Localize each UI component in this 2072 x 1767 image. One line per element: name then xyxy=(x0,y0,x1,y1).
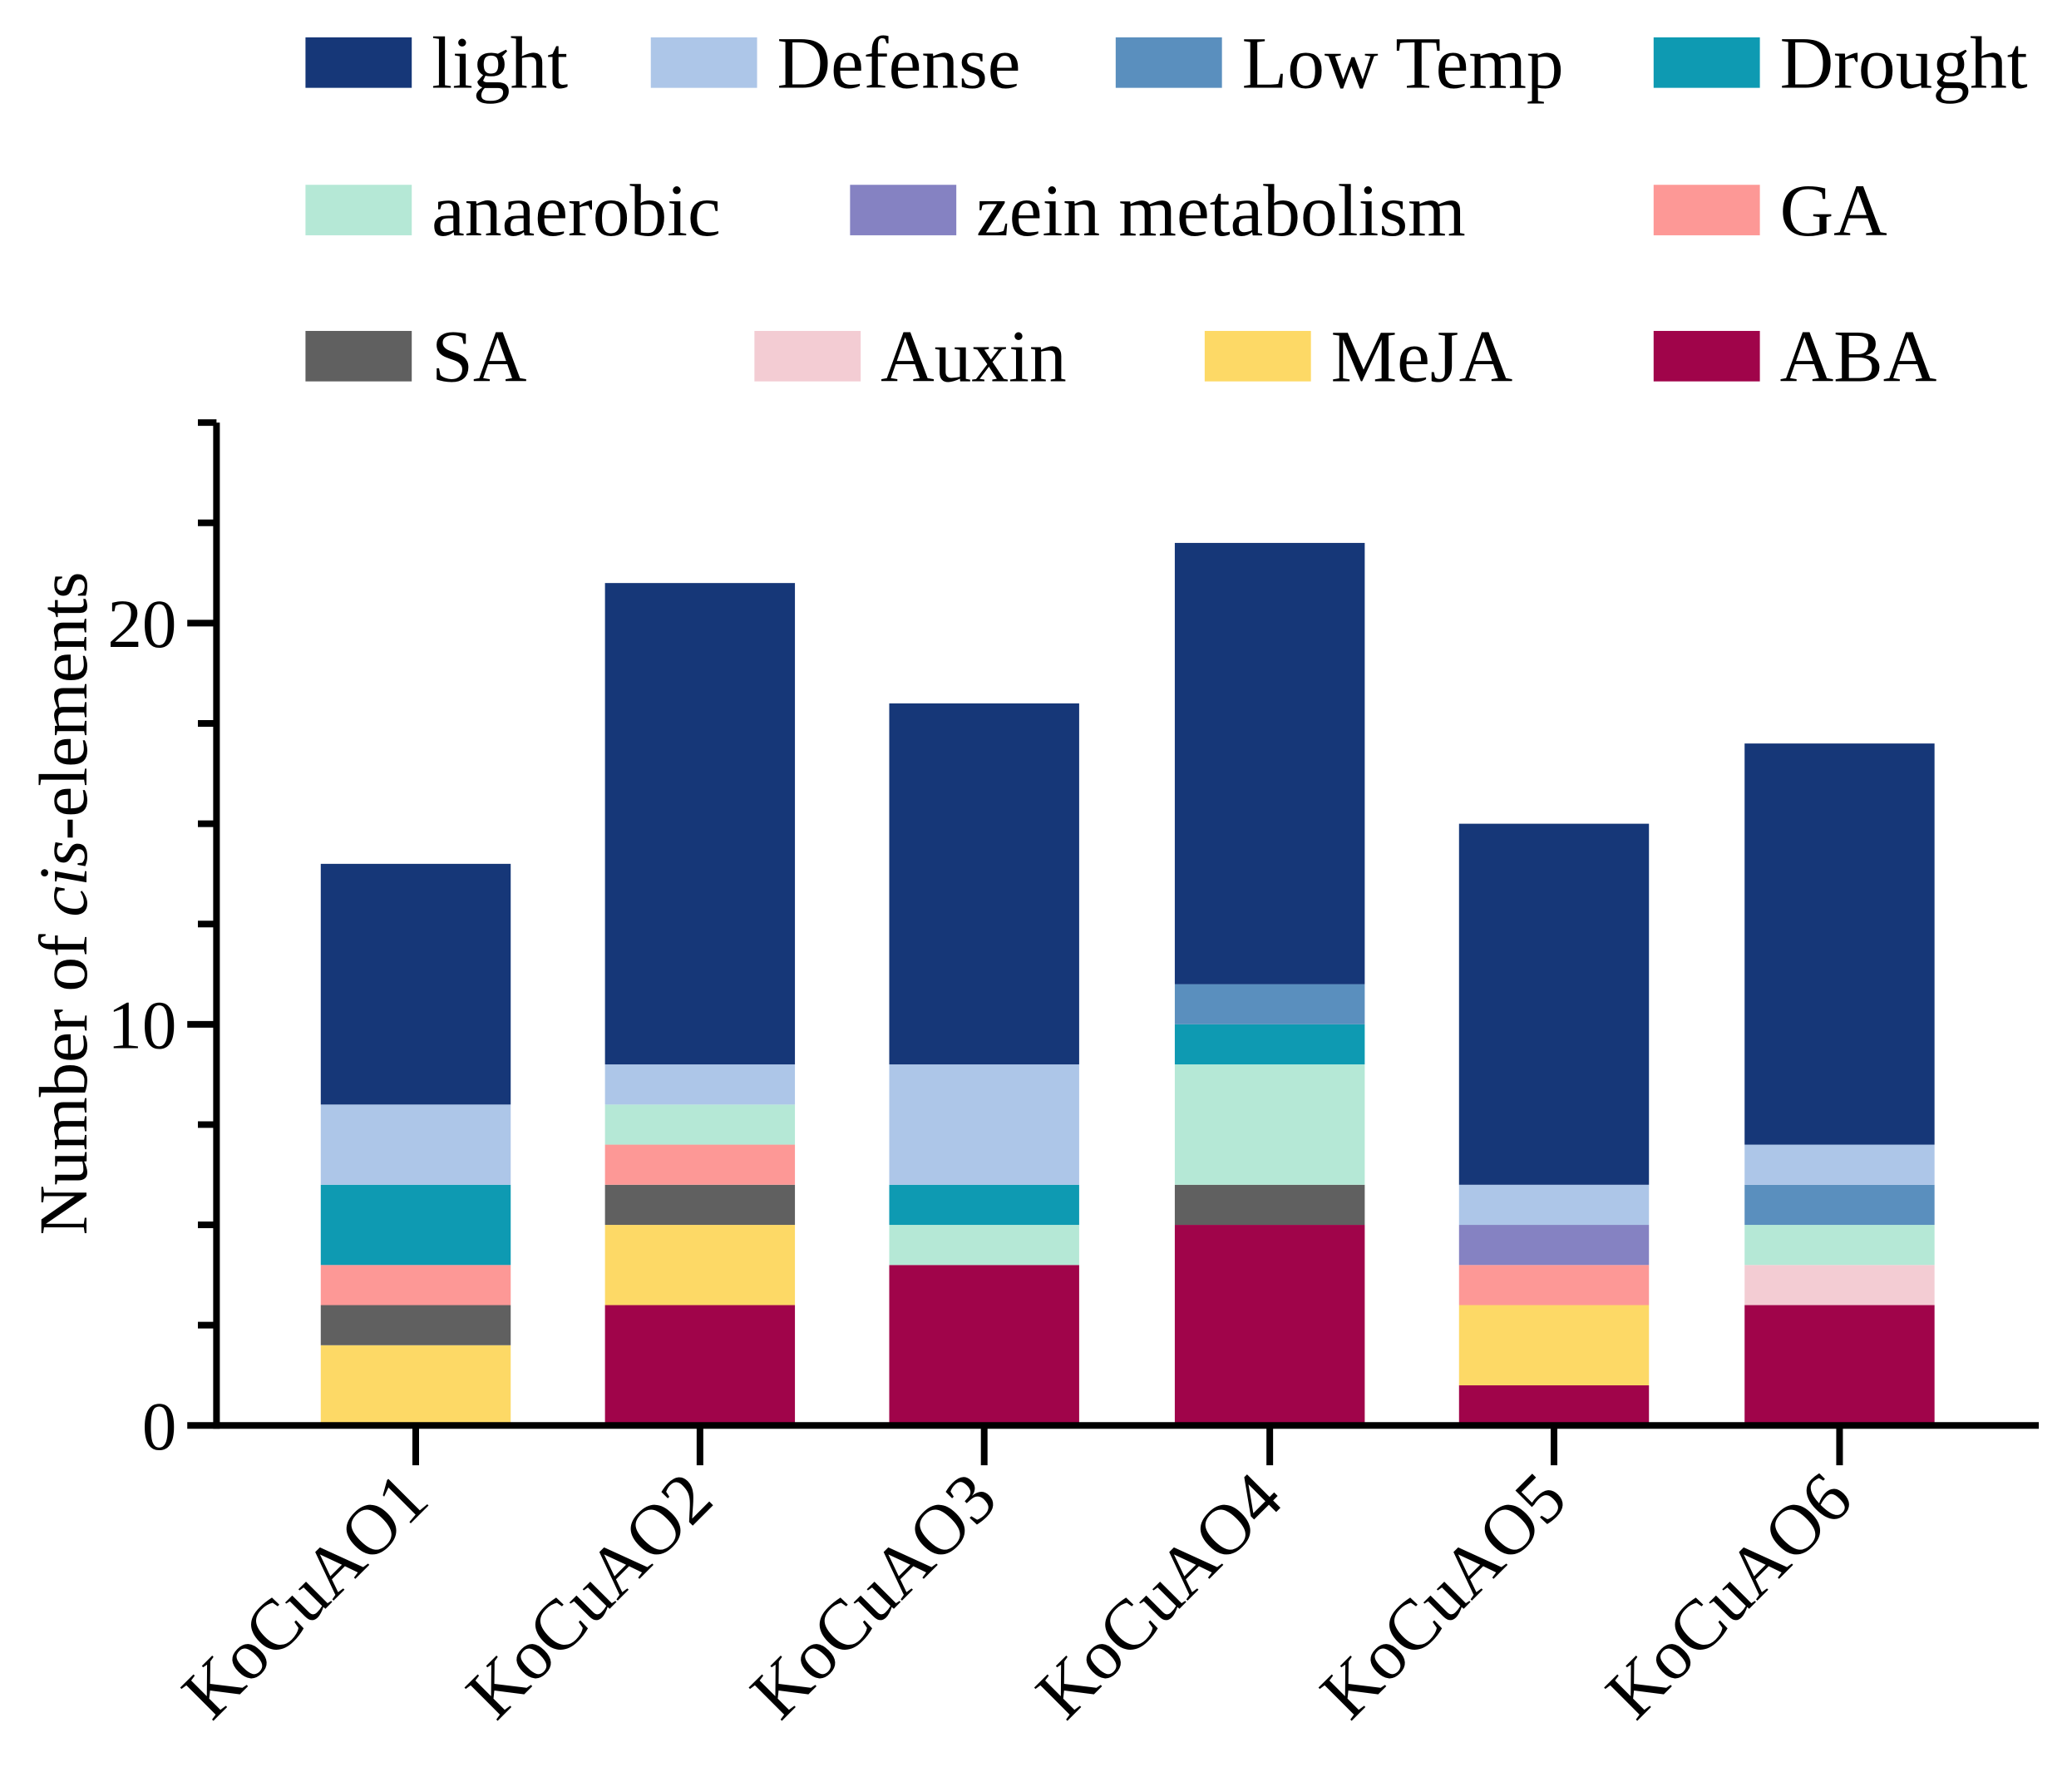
legend-label: zein metabolism xyxy=(976,170,1466,252)
bar-segment-KoCuAO6-light xyxy=(1744,743,1935,1145)
legend-item-Low-Temp: Low Temp xyxy=(1115,22,1564,105)
bar-segment-KoCuAO3-Drought xyxy=(889,1184,1079,1226)
bar-segment-KoCuAO5-Defense xyxy=(1458,1184,1650,1226)
bar-segment-KoCuAO1-MeJA xyxy=(320,1345,511,1426)
legend-item-Defense: Defense xyxy=(650,22,1021,105)
bar-segment-KoCuAO4-ABA xyxy=(1174,1225,1365,1426)
bar-segment-KoCuAO5-MeJA xyxy=(1458,1305,1650,1386)
bar-segment-KoCuAO3-Defense xyxy=(889,1064,1079,1185)
legend-label: Defense xyxy=(777,22,1021,105)
legend-item-SA: SA xyxy=(305,316,527,398)
legend-swatch xyxy=(1115,37,1222,88)
bar-segment-KoCuAO2-MeJA xyxy=(604,1225,796,1306)
legend-label: light xyxy=(432,22,568,105)
x-tick-label: KoCuAO1 xyxy=(166,1457,442,1733)
bars xyxy=(320,542,1935,1426)
legend-label: Auxin xyxy=(881,316,1067,398)
legend-item-light: light xyxy=(305,22,568,105)
bar-segment-KoCuAO4-SA xyxy=(1174,1184,1365,1226)
legend-swatch xyxy=(1653,330,1760,382)
bar-segment-KoCuAO6-Defense xyxy=(1744,1144,1935,1185)
bar-segment-KoCuAO5-light xyxy=(1458,823,1650,1185)
bar-segment-KoCuAO1-light xyxy=(320,863,511,1105)
legend-item-ABA: ABA xyxy=(1653,316,1937,398)
bar-segment-KoCuAO4-Low-Temp xyxy=(1174,984,1365,1024)
x-tick-label: KoCuAO2 xyxy=(451,1457,727,1733)
legend-swatch xyxy=(305,37,412,88)
bar-segment-KoCuAO2-ABA xyxy=(604,1305,796,1426)
bar-segment-KoCuAO3-anaerobic xyxy=(889,1225,1079,1266)
x-tick-label: KoCuAO4 xyxy=(1021,1457,1297,1733)
bar-segment-KoCuAO2-SA xyxy=(604,1184,796,1226)
legend-label: GA xyxy=(1780,170,1887,252)
bar-segment-KoCuAO6-Low-Temp xyxy=(1744,1184,1935,1226)
bar-segment-KoCuAO2-GA xyxy=(604,1144,796,1185)
bar-segment-KoCuAO2-anaerobic xyxy=(604,1104,796,1145)
bar-segment-KoCuAO5-GA xyxy=(1458,1265,1650,1306)
legend: light Defense Low Temp Drought anaerobic zein… xyxy=(305,22,2028,398)
x-tick-label: KoCuAO6 xyxy=(1591,1457,1867,1733)
legend-label: Low Temp xyxy=(1242,22,1564,105)
bar-segment-KoCuAO5-zein-metabolism xyxy=(1458,1225,1650,1266)
bar-segment-KoCuAO1-SA xyxy=(320,1305,511,1345)
bar-segment-KoCuAO6-anaerobic xyxy=(1744,1225,1935,1266)
legend-item-zein-metabolism: zein metabolism xyxy=(850,170,1466,252)
bar-segment-KoCuAO5-ABA xyxy=(1458,1385,1650,1426)
legend-item-MeJA: MeJA xyxy=(1204,316,1513,398)
x-tick-label: KoCuAO5 xyxy=(1305,1457,1581,1733)
legend-label: SA xyxy=(432,316,526,398)
bar-segment-KoCuAO4-Drought xyxy=(1174,1024,1365,1065)
legend-swatch xyxy=(305,185,412,235)
legend-label: MeJA xyxy=(1331,316,1513,398)
legend-swatch xyxy=(650,37,757,88)
bar-segment-KoCuAO6-Auxin xyxy=(1744,1265,1935,1306)
legend-swatch xyxy=(1653,37,1760,88)
legend-item-GA: GA xyxy=(1653,170,1887,252)
bar-segment-KoCuAO3-light xyxy=(889,703,1079,1065)
legend-swatch xyxy=(1204,330,1311,382)
legend-swatch xyxy=(754,330,861,382)
legend-item-anaerobic: anaerobic xyxy=(305,170,721,252)
legend-swatch xyxy=(1653,185,1760,235)
legend-label: ABA xyxy=(1780,316,1937,398)
legend-item-Auxin: Auxin xyxy=(754,316,1067,398)
bar-segment-KoCuAO4-light xyxy=(1174,542,1365,985)
legend-item-Drought: Drought xyxy=(1653,22,2028,105)
bar-segment-KoCuAO1-GA xyxy=(320,1265,511,1306)
bar-segment-KoCuAO3-ABA xyxy=(889,1265,1079,1426)
legend-swatch xyxy=(305,330,412,382)
legend-label: anaerobic xyxy=(432,170,721,252)
bar-segment-KoCuAO2-light xyxy=(604,583,796,1065)
y-axis-label: Number of cis-elements xyxy=(25,571,101,1235)
bar-segment-KoCuAO2-Defense xyxy=(604,1064,796,1105)
legend-swatch xyxy=(850,185,957,235)
bar-segment-KoCuAO1-Drought xyxy=(320,1184,511,1266)
y-tick-label: 10 xyxy=(107,987,176,1064)
bar-segment-KoCuAO4-anaerobic xyxy=(1174,1064,1365,1185)
y-tick-label: 0 xyxy=(142,1388,177,1464)
x-tick-label: KoCuAO3 xyxy=(735,1457,1011,1733)
legend-label: Drought xyxy=(1780,22,2028,105)
bar-segment-KoCuAO6-ABA xyxy=(1744,1305,1935,1426)
bar-segment-KoCuAO1-Defense xyxy=(320,1104,511,1185)
y-tick-label: 20 xyxy=(107,585,176,662)
